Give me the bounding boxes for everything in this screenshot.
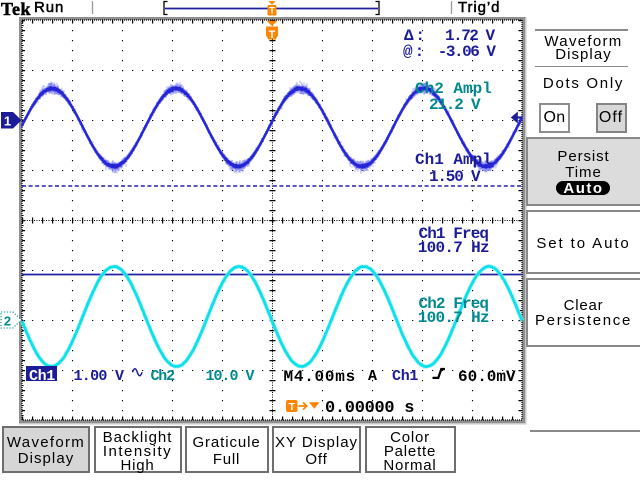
svg-text:1: 1 bbox=[4, 114, 11, 129]
svg-text:2: 2 bbox=[4, 313, 11, 328]
svg-text:T: T bbox=[269, 5, 275, 16]
svg-text:T: T bbox=[289, 401, 296, 413]
svg-text:T: T bbox=[269, 29, 276, 41]
